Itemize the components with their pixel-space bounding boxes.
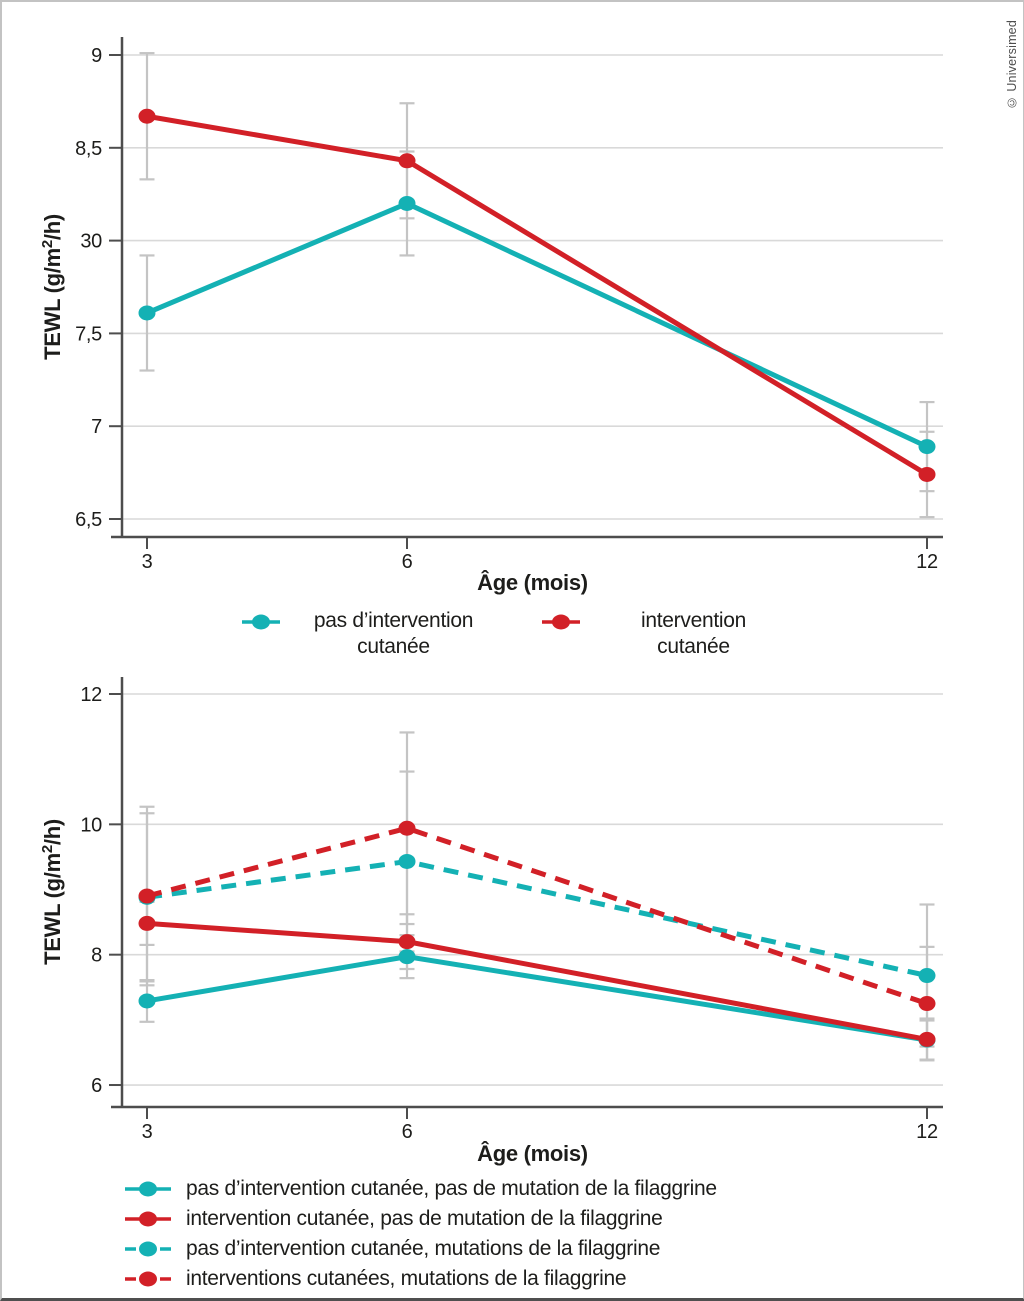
series (138, 108, 936, 482)
x-tick-label: 6 (402, 551, 413, 573)
x-tick-label: 3 (142, 1121, 153, 1143)
teal-solid-line-marker-icon (125, 1181, 171, 1197)
legend-item-teal-solid: pas d’intervention cutanée, pas de mutat… (125, 1174, 717, 1204)
legend-label: intervention cutanée, pas de mutation de… (186, 1207, 663, 1230)
y-axis-label: TEWL (g/m2/h) (39, 214, 65, 360)
data-point (918, 439, 936, 455)
data-point (398, 820, 416, 836)
y-axis-label: TEWL (g/m2/h) (39, 819, 65, 965)
data-point (398, 153, 416, 169)
chart-top: 9 8,5 30 7,5 7 6,5 3 6 12 Âge (mois) TEWL (g/m2/h) (39, 37, 943, 595)
x-axis-label: Âge (mois) (477, 570, 588, 595)
x-axis-label: Âge (mois) (477, 1141, 588, 1166)
legend-label: intervention cutanée (641, 609, 746, 658)
legend-top: pas d’intervention cutanée intervention … (2, 608, 1023, 660)
red-dashed-line-marker-icon (125, 1271, 171, 1287)
legend-label: pas d’intervention cutanée, pas de mutat… (186, 1177, 717, 1200)
data-point (918, 466, 936, 482)
legend-label: pas d’intervention cutanée (313, 609, 474, 658)
series (138, 195, 936, 455)
data-point (138, 915, 156, 931)
legend-item-red-solid: intervention cutanée, pas de mutation de… (125, 1204, 717, 1234)
legend-item-red-dashed: interventions cutanées, mutations de la … (125, 1264, 717, 1294)
y-tick-label: 6,5 (75, 509, 102, 531)
data-point (398, 195, 416, 211)
data-point (398, 853, 416, 869)
y-tick-label: 7 (91, 416, 102, 438)
y-tick-label: 6 (91, 1075, 102, 1097)
legend-item-teal-dashed: pas d’intervention cutanée, mutations de… (125, 1234, 717, 1264)
teal-dashed-line-marker-icon (125, 1241, 171, 1257)
red-solid-line-marker-icon (541, 614, 580, 630)
data-point (398, 949, 416, 965)
gridlines (122, 54, 943, 520)
x-tick-label: 3 (142, 551, 153, 573)
data-point (138, 993, 156, 1009)
axes: 9 8,5 30 7,5 7 6,5 3 6 12 (75, 37, 943, 573)
x-tick-label: 12 (916, 1121, 938, 1143)
red-solid-line-marker-icon (125, 1211, 171, 1227)
data-point (138, 888, 156, 904)
gridlines (122, 693, 943, 1086)
y-tick-label: 30 (80, 231, 102, 253)
y-tick-label: 8 (91, 945, 102, 967)
legend-label: pas d’intervention cutanée, mutations de… (186, 1237, 661, 1260)
series (138, 915, 936, 1047)
x-tick-label: 6 (402, 1121, 413, 1143)
data-point (138, 108, 156, 124)
legend-label: interventions cutanées, mutations de la … (186, 1267, 627, 1290)
data-point (138, 305, 156, 321)
y-tick-label: 8,5 (75, 138, 102, 160)
data-point (398, 934, 416, 950)
data-point (918, 996, 936, 1012)
y-tick-label: 12 (80, 684, 102, 706)
y-tick-label: 7,5 (75, 323, 102, 345)
y-tick-label: 9 (91, 45, 102, 67)
teal-solid-line-marker-icon (241, 614, 280, 630)
chart-bottom: 12 10 8 6 3 6 12 Âge (mois) TEWL (g/m2/h) (39, 677, 943, 1166)
legend-bottom: pas d’intervention cutanée, pas de mutat… (125, 1174, 717, 1294)
x-tick-label: 12 (916, 551, 938, 573)
data-point (918, 968, 936, 984)
y-tick-label: 10 (80, 814, 102, 836)
series (138, 820, 936, 1012)
legend-item-intervention: intervention cutanée (541, 608, 784, 660)
error-bars (139, 731, 935, 1062)
legend-item-no-intervention: pas d’intervention cutanée (241, 608, 484, 660)
data-point (918, 1031, 936, 1047)
credit-text: © Universimed (1005, 20, 1019, 110)
error-bars (139, 52, 935, 519)
axes: 12 10 8 6 3 6 12 (80, 677, 943, 1143)
